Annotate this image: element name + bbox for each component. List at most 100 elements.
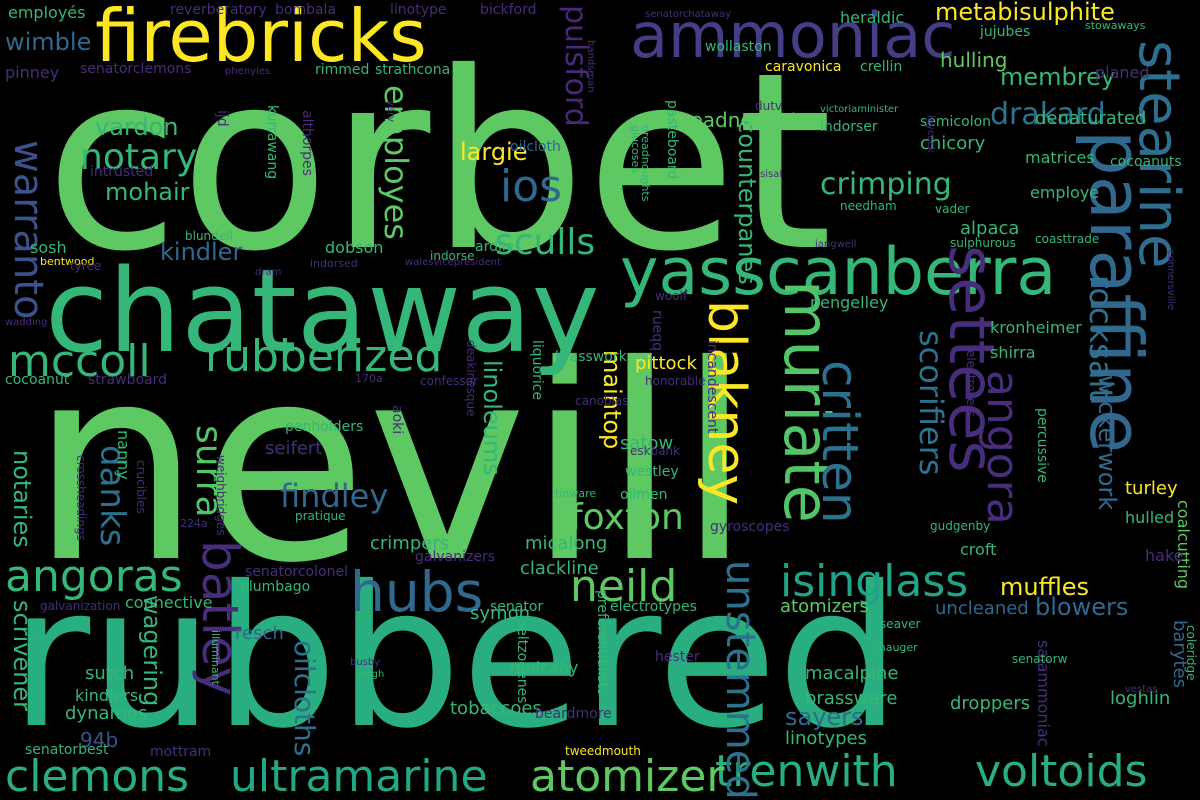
word-isinglass: isinglass (780, 556, 969, 607)
word-indorsed: indorsed (310, 257, 358, 270)
word-pasteboard: pasteboard (664, 100, 680, 180)
word-kurrawang: kurrawang (264, 105, 280, 180)
word-aoki: aoki (389, 405, 405, 435)
word-electrotypes: electrotypes (610, 599, 697, 615)
word-largie: largie (460, 138, 528, 166)
word-clemons: clemons (5, 751, 190, 800)
word-angoras: angoras (5, 551, 183, 602)
word-victoriaminister: victoriaminister (820, 104, 899, 115)
word-micalong: micalong (525, 533, 608, 554)
word-kindlers: kindlers (75, 686, 139, 705)
word-electroliers: electroliers (964, 350, 978, 417)
word-preferentialists: preferentialists (594, 590, 610, 696)
word-kindler: kindler (160, 238, 243, 266)
word-ios: ios (500, 161, 563, 212)
word-reverberatory: reverberatory (170, 2, 267, 18)
word-pratique: pratique (295, 509, 346, 523)
word-paraffine: paraffine (1074, 130, 1158, 454)
word-senator: senator (490, 599, 544, 615)
word-weighbridges: weighbridges (214, 455, 228, 536)
word-maintop: maintop (598, 350, 626, 450)
word-wimble: wimble (5, 28, 92, 56)
word-intrusted: intrusted (90, 164, 154, 180)
word-hulled: hulled (1125, 508, 1175, 527)
word-rubbered: rubbered (10, 544, 901, 771)
word-trenwith: trenwith (715, 746, 898, 797)
word-mccoll: mccoll (8, 336, 151, 387)
word-crimping: crimping (820, 167, 952, 202)
word-crossheadings: crossheadings (74, 455, 88, 541)
word-matrices: matrices (1025, 148, 1095, 167)
word-bickford: bickford (480, 2, 537, 18)
word-semicolon: semicolon (920, 114, 992, 130)
word-droppers: droppers (950, 693, 1031, 714)
word-batley: batley (191, 540, 249, 697)
word-uncleaned: uncleaned (935, 598, 1029, 619)
word-bandsman: bandsman (585, 40, 596, 93)
word-oilmen: oilmen (620, 487, 668, 503)
word-hake: hake (1145, 546, 1184, 565)
word-caravonica: caravonica (765, 59, 842, 75)
word-resch: resch (235, 623, 284, 644)
word-blakney: blakney (696, 300, 756, 506)
word-tinware: tinware (555, 487, 597, 500)
word-walesvicepresident: walesvicepresident (405, 257, 501, 268)
word-oilcloth: oilcloth (510, 139, 561, 155)
word-indorser: indorser (820, 119, 878, 135)
word-170a: 170a (355, 372, 383, 385)
word-stearine: stearine (1126, 40, 1191, 269)
word-rocksalt: rocksalt (1082, 275, 1120, 401)
word-foxton: foxton (570, 497, 684, 538)
word-dutv: dutv (755, 99, 783, 113)
word-chicory: chicory (920, 133, 986, 154)
word-bombala: bombala (275, 2, 337, 18)
word-strathcona: strathcona (375, 62, 451, 78)
word-blowers: blowers (1035, 593, 1129, 621)
word-chataway: chataway (45, 245, 600, 379)
word-loghlin: loghlin (1110, 688, 1171, 709)
word-sosh: sosh (30, 238, 67, 257)
word-seaver: seaver (880, 617, 921, 631)
word-warranto: warranto (5, 140, 51, 320)
word-pittock: pittock (635, 353, 697, 374)
word-dreadnought: dreadnought (670, 108, 799, 132)
word-sculls: sculls (495, 222, 596, 263)
word-drakard: drakard (990, 97, 1106, 132)
word-hubs: hubs (350, 560, 484, 624)
word-danks: danks (92, 445, 132, 547)
word-pengelley: pengelley (810, 293, 889, 312)
word-ardlie: ardlie (475, 239, 515, 255)
word-ijd: ijd (214, 110, 230, 127)
word-employes: employes (377, 85, 415, 240)
word-deakinesque: deakinesque (464, 340, 478, 417)
word-94b: 94b (80, 728, 119, 752)
word-sutch: sutch (85, 663, 135, 684)
word-cocoanuts: cocoanuts (1110, 154, 1182, 170)
word-iangwell: iangwell (815, 239, 857, 250)
word-neild: neild (570, 561, 678, 612)
word-wagering: wagering (138, 595, 166, 707)
word-gyroscopes: gyroscopes (710, 519, 790, 535)
word-macalpine: macalpine (805, 663, 899, 684)
word-galvanizers: galvanizers (415, 549, 495, 565)
word-employe: employe (1030, 183, 1100, 202)
word-confessor: confessor (420, 374, 478, 388)
word-rimmed: rimmed (315, 62, 370, 78)
word-phenyles: phenyles (225, 66, 271, 77)
word-224a: 224a (180, 517, 208, 530)
word-glucoses: glucoses (629, 125, 642, 174)
word-clackline: clackline (520, 558, 599, 579)
word-woolf: woolf (655, 289, 688, 303)
word-ammoniac: ammoniac (630, 0, 956, 72)
word-senatorw: senatorw (1012, 652, 1068, 666)
word-brasswork: brasswork (555, 349, 627, 365)
word-satow: satow (620, 433, 674, 454)
word-vestas: vestas (1125, 684, 1158, 695)
word-jujubes: jujubes (980, 24, 1031, 40)
word-dobson: dobson (325, 238, 384, 257)
word-penholders: penholders (285, 419, 364, 435)
word-tyree: tyree (70, 259, 102, 273)
word-westley: westley (625, 464, 679, 480)
word-althorpes: althorpes (299, 110, 315, 176)
